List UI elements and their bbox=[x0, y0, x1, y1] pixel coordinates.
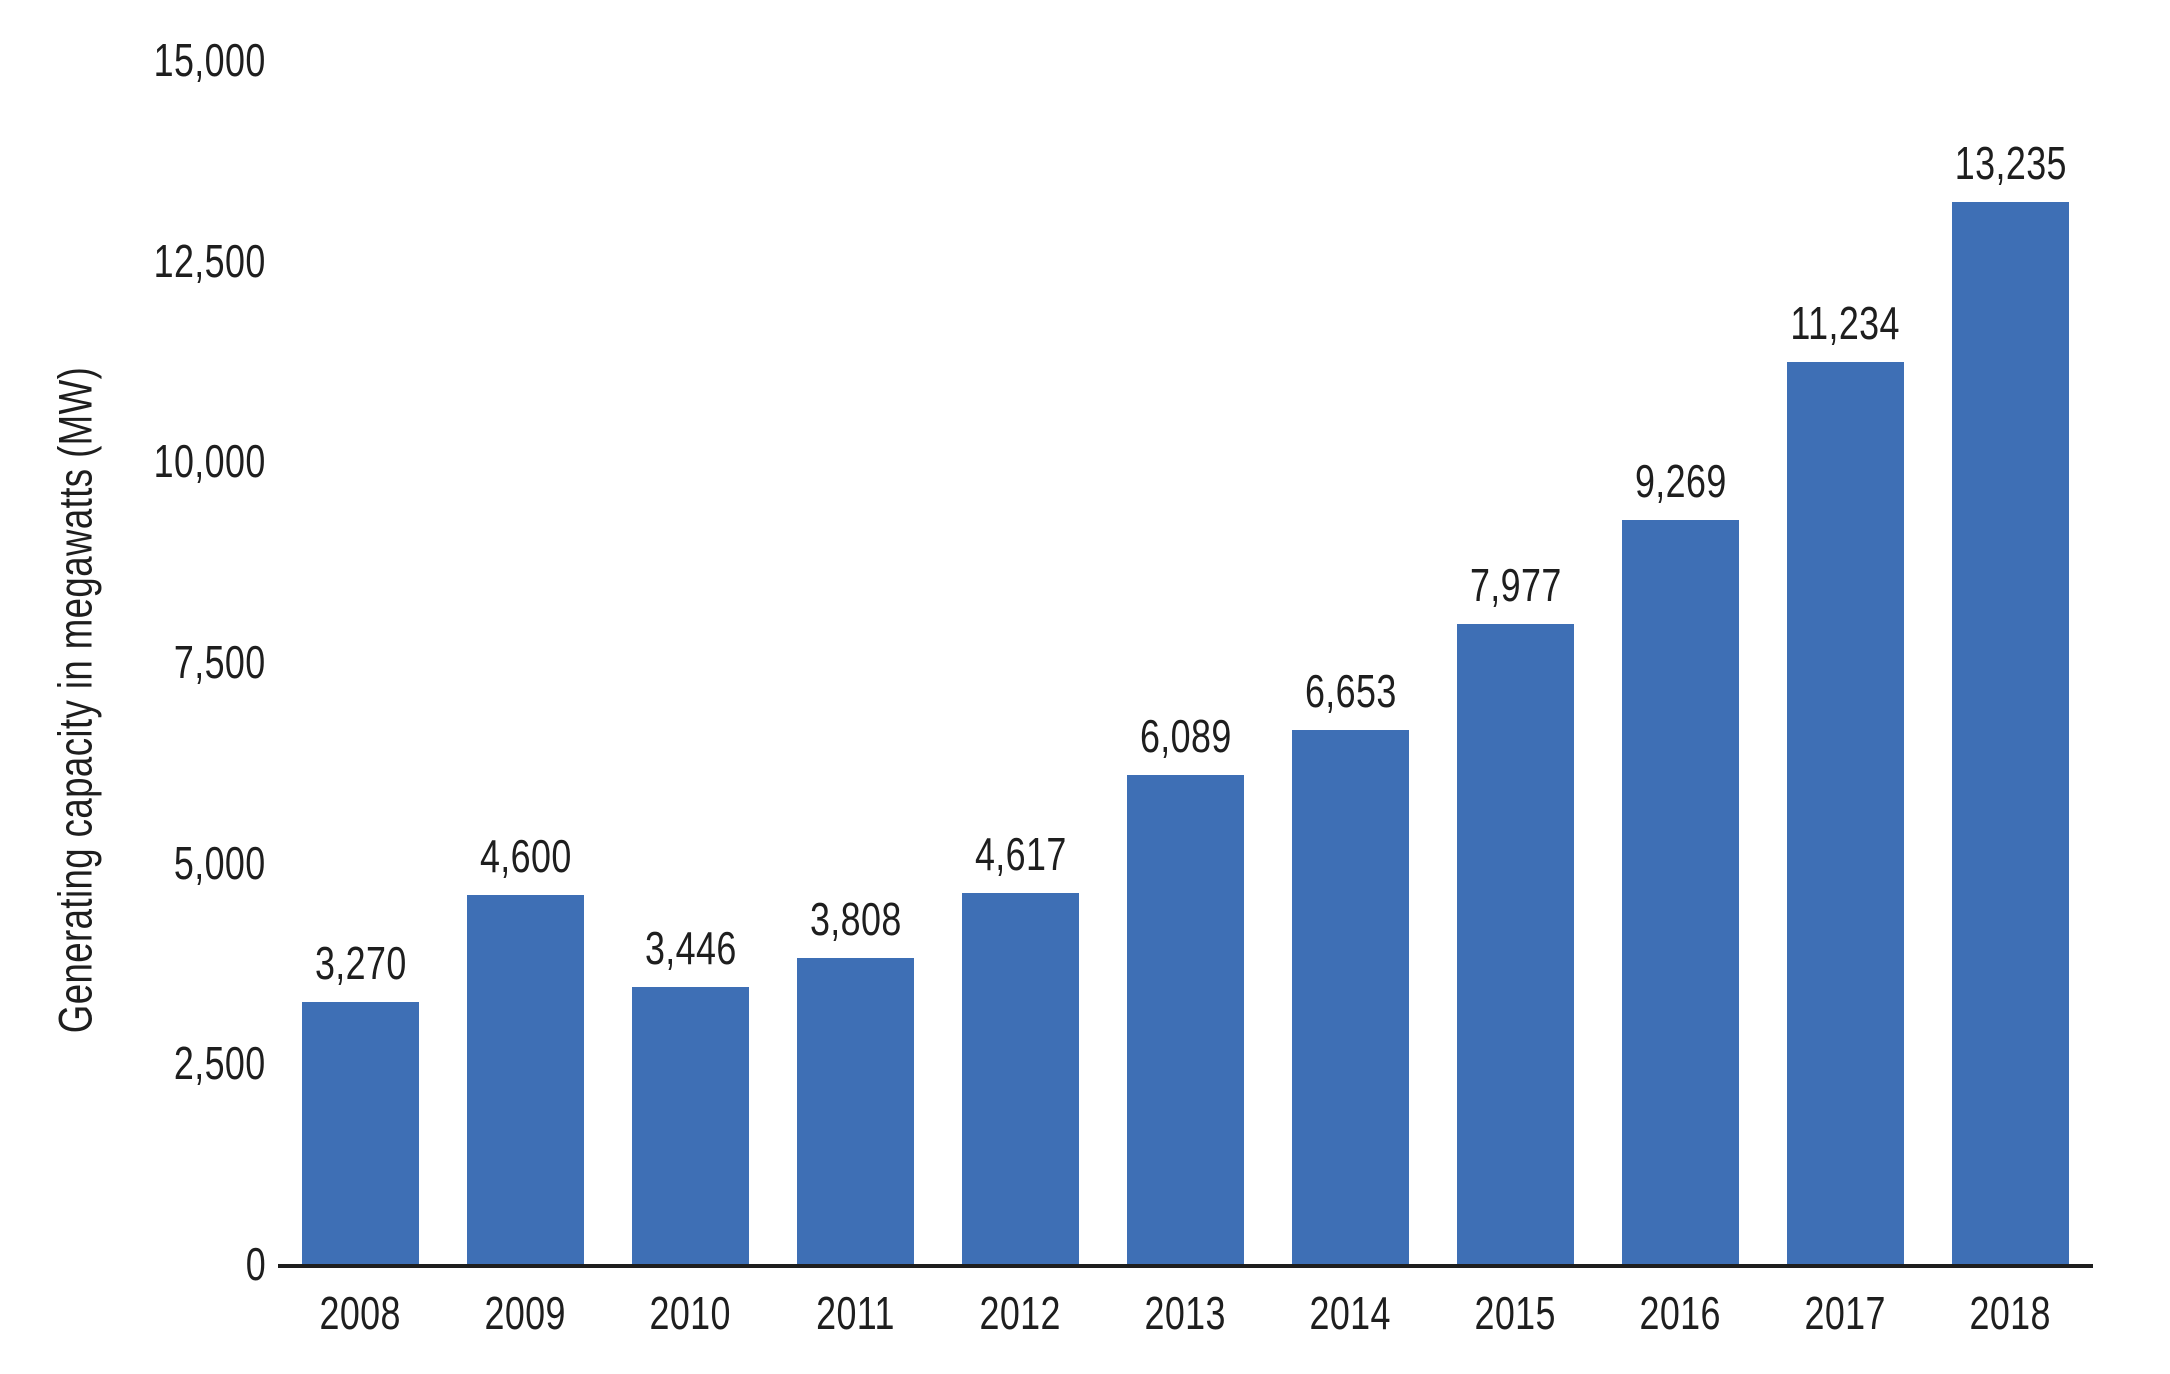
x-axis-category-label: 2015 bbox=[1474, 1287, 1557, 1339]
bar-value-label: 13,235 bbox=[1954, 136, 2067, 189]
bar bbox=[631, 987, 750, 1264]
bar-slot: 9,269 bbox=[1598, 60, 1763, 1264]
y-axis-tick-label: 5,000 bbox=[174, 836, 266, 889]
x-axis-category-label: 2010 bbox=[649, 1287, 732, 1339]
bar-value-label: 3,446 bbox=[644, 922, 737, 975]
bar bbox=[1291, 730, 1410, 1264]
x-axis-category-label: 2009 bbox=[484, 1287, 567, 1339]
bar-slot: 4,617 bbox=[938, 60, 1103, 1264]
y-axis-tick-label: 0 bbox=[245, 1238, 266, 1290]
bar-slot: 13,235 bbox=[1928, 60, 2093, 1264]
bar-slot: 3,270 bbox=[278, 60, 443, 1264]
bar-slot: 6,089 bbox=[1103, 60, 1268, 1264]
bar-slot: 3,808 bbox=[773, 60, 938, 1264]
x-axis-category-label: 2012 bbox=[979, 1287, 1062, 1339]
x-axis-category-label: 2017 bbox=[1804, 1287, 1887, 1339]
bar bbox=[1951, 201, 2070, 1264]
bar bbox=[961, 893, 1080, 1264]
bar-slot: 6,653 bbox=[1268, 60, 1433, 1264]
y-axis-tick-label: 15,000 bbox=[153, 34, 266, 86]
y-axis-tick-label: 10,000 bbox=[153, 435, 266, 488]
x-axis-category-label: 2018 bbox=[1969, 1287, 2052, 1339]
x-axis-category-label: 2008 bbox=[319, 1287, 402, 1339]
bar-slot: 3,446 bbox=[608, 60, 773, 1264]
x-axis-category-label: 2013 bbox=[1144, 1287, 1227, 1339]
bar-value-label: 4,617 bbox=[974, 828, 1067, 881]
bar bbox=[796, 958, 915, 1264]
bar bbox=[1456, 623, 1575, 1264]
bar bbox=[1126, 775, 1245, 1264]
y-axis-ticks: 0 2,500 5,000 7,500 10,000 12,500 15,000 bbox=[0, 37, 266, 1287]
bar-value-label: 11,234 bbox=[1790, 297, 1901, 350]
bars: 3,270 4,600 3,446 3,808 4,617 6,089 6,653 7,977… bbox=[278, 60, 2093, 1264]
bar-slot: 4,600 bbox=[443, 60, 608, 1264]
bar-value-label: 6,653 bbox=[1304, 665, 1397, 717]
y-axis-tick-label: 12,500 bbox=[153, 234, 266, 287]
bar bbox=[1621, 520, 1740, 1264]
x-axis-category-label: 2016 bbox=[1639, 1287, 1722, 1339]
y-axis-tick-label: 2,500 bbox=[174, 1037, 266, 1090]
bar-value-label: 4,600 bbox=[479, 829, 572, 882]
bar-value-label: 6,089 bbox=[1139, 710, 1232, 763]
x-axis-category-label: 2014 bbox=[1309, 1287, 1392, 1339]
y-axis-tick-label: 7,500 bbox=[174, 636, 266, 688]
x-axis-category-label: 2011 bbox=[816, 1287, 895, 1339]
bar bbox=[301, 1001, 420, 1264]
bar bbox=[1786, 362, 1905, 1264]
plot-area: 3,270 4,600 3,446 3,808 4,617 6,089 6,653 7,977… bbox=[278, 60, 2093, 1268]
x-axis-labels: 2008 2009 2010 2011 2012 2013 2014 2015 2016 2017… bbox=[278, 1290, 2093, 1336]
bar-value-label: 3,270 bbox=[314, 936, 407, 989]
bar-slot: 11,234 bbox=[1763, 60, 1928, 1264]
bar-value-label: 7,977 bbox=[1469, 558, 1562, 611]
bar-slot: 7,977 bbox=[1433, 60, 1598, 1264]
bar-value-label: 9,269 bbox=[1634, 455, 1727, 508]
bar bbox=[466, 894, 585, 1264]
bar-value-label: 3,808 bbox=[809, 893, 902, 946]
